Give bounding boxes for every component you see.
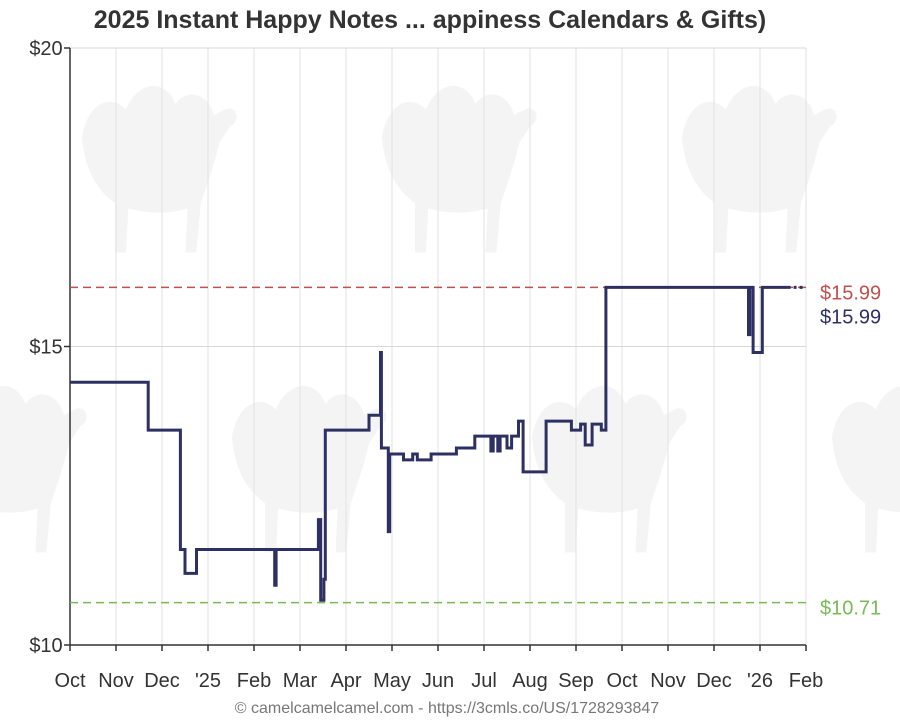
current-price-label: $15.99 [820,306,881,328]
camel-watermark-shape [232,385,387,553]
x-tick-label: Aug [512,670,548,692]
camel-watermark-shape [682,85,837,253]
x-tick-label: Oct [54,670,86,692]
x-tick-label: Jun [422,670,454,692]
y-tick-label: $20 [29,38,62,60]
grid-lines [69,47,807,646]
price-labels: $15.99$15.99 $10.71 [820,282,881,619]
camel-watermark-shape [382,85,537,253]
chart-title: 2025 Instant Happy Notes ... appiness Ca… [94,6,766,34]
x-axis-ticks: Oct Nov Dec '25 Feb Mar Apr May Jun Jul Aug Sep Oct N… [54,645,823,692]
x-tick-label: Mar [283,670,318,692]
x-tick-label: Nov [650,670,686,692]
price-line [70,285,788,602]
x-tick-label: Feb [789,670,823,692]
x-tick-label: '25 [195,670,221,692]
x-tick-label: Nov [98,670,134,692]
camel-watermark-shape [0,386,87,553]
x-tick-label: '26 [747,670,773,692]
x-tick-label: Oct [606,670,638,692]
highest-price-label: $15.99 [820,282,881,304]
price-series [70,285,804,602]
lowest-price-label: $10.71 [820,598,881,620]
chart-footer: © camelcamelcamel.com - https://3cmls.co… [235,700,660,717]
camel-watermark-shape [832,386,900,553]
y-axis-ticks: $20 $15 $10 [29,38,70,657]
y-tick-label: $10 [29,635,62,657]
camel-watermark-shape [82,85,237,253]
x-tick-label: Dec [144,670,180,692]
x-tick-label: Jul [471,670,497,692]
x-tick-label: Sep [558,670,594,692]
camel-watermark-shape [532,385,687,553]
x-tick-label: May [373,670,411,692]
camel-watermark [0,85,900,553]
x-tick-label: Apr [330,670,361,692]
x-tick-label: Feb [237,670,271,692]
y-tick-label: $15 [29,337,62,359]
x-tick-label: Dec [696,670,732,692]
